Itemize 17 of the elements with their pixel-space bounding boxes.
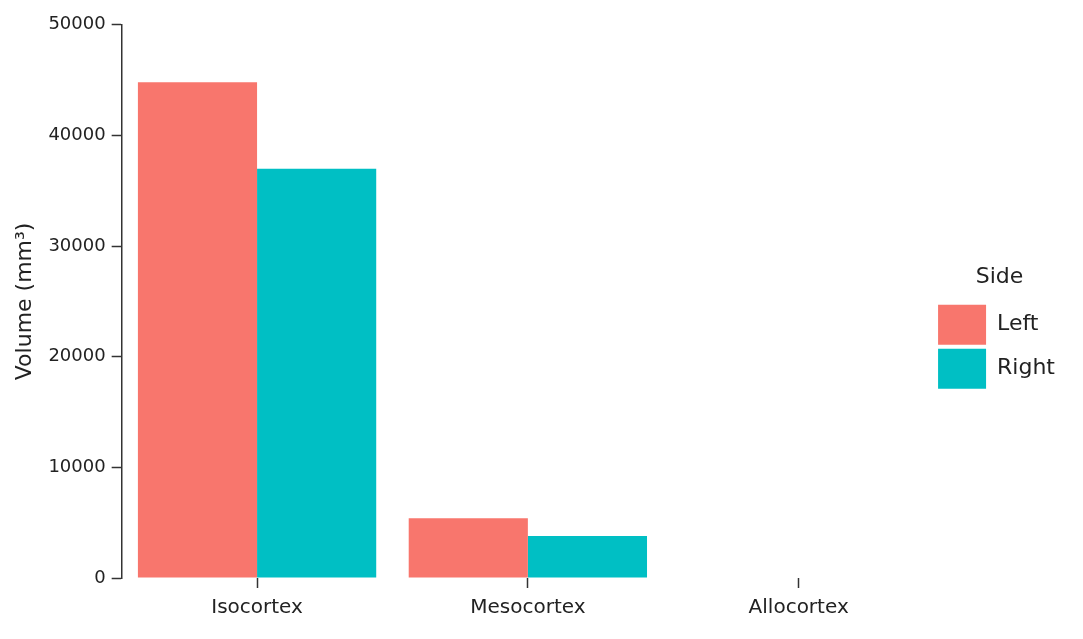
y-axis-title: Volume (mm³) bbox=[10, 222, 36, 381]
bar bbox=[257, 168, 377, 578]
x-tick-label: Allocortex bbox=[748, 594, 849, 619]
bar bbox=[408, 518, 528, 578]
y-tick-label: 40000 bbox=[48, 123, 106, 145]
bar bbox=[137, 82, 258, 578]
bar bbox=[527, 535, 648, 578]
y-tick-label: 0 bbox=[94, 565, 106, 587]
y-tick-label: 30000 bbox=[48, 233, 106, 255]
y-tick-label: 20000 bbox=[48, 344, 106, 366]
y-tick-label: 10000 bbox=[48, 455, 106, 477]
x-tick-label: Isocortex bbox=[211, 594, 304, 619]
legend-label: Right bbox=[997, 354, 1056, 380]
y-tick-label: 50000 bbox=[48, 12, 106, 34]
x-tick-label: Mesocortex bbox=[470, 594, 586, 619]
legend-label: Left bbox=[997, 310, 1039, 336]
legend-title: Side bbox=[975, 263, 1024, 289]
